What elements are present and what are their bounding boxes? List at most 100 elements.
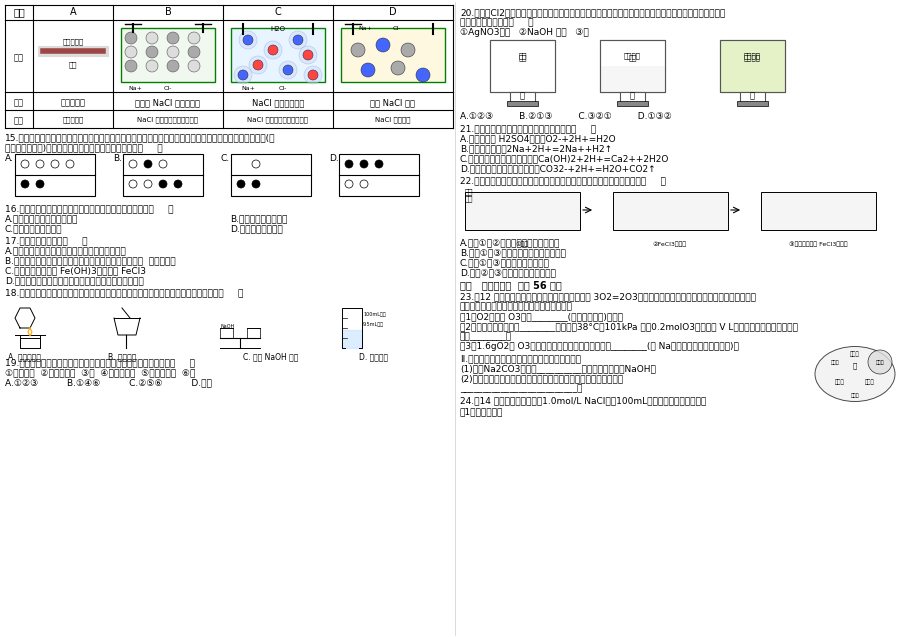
Text: D.碳酸钠溶液中滴加少量盐酸：CO32-+2H+=H2O+CO2↑: D.碳酸钠溶液中滴加少量盐酸：CO32-+2H+=H2O+CO2↑ — [460, 164, 655, 173]
Text: 硫酸钙: 硫酸钙 — [850, 394, 858, 399]
Text: Na+: Na+ — [357, 26, 371, 31]
Circle shape — [36, 180, 44, 188]
Text: 19.盐是一类常见的物质，下列物质通过一定反应可直接形成盐的是（     ）: 19.盐是一类常见的物质，下列物质通过一定反应可直接形成盐的是（ ） — [5, 358, 195, 367]
Text: 选项: 选项 — [13, 7, 25, 17]
Circle shape — [66, 160, 74, 168]
Bar — [506, 101, 538, 106]
Text: NaCl 在水中能导电: NaCl 在水中能导电 — [252, 98, 304, 107]
Text: 浅黄绿色: 浅黄绿色 — [743, 55, 760, 61]
Circle shape — [351, 43, 365, 57]
Circle shape — [308, 70, 318, 80]
Circle shape — [267, 45, 278, 55]
Text: 二、   （非选择题  共计 56 分）: 二、 （非选择题 共计 56 分） — [460, 280, 562, 290]
Text: ①AgNO3溶液   ②NaOH 溶液   ③水: ①AgNO3溶液 ②NaOH 溶液 ③水 — [460, 28, 588, 37]
Text: 氯气: 氯气 — [464, 195, 473, 201]
Bar — [720, 40, 784, 92]
Text: ③向沸水中滴加 FeCl3浓溶液: ③向沸水中滴加 FeCl3浓溶液 — [788, 241, 846, 247]
Circle shape — [359, 180, 368, 188]
Bar — [720, 40, 784, 66]
Circle shape — [167, 32, 179, 44]
Text: D: D — [389, 7, 396, 17]
Circle shape — [401, 43, 414, 57]
Text: D.向豆浆中加入硫酸钙制豆腐，是利用了胶体的聚沉性质: D.向豆浆中加入硫酸钙制豆腐，是利用了胶体的聚沉性质 — [5, 276, 143, 285]
Bar — [509, 92, 535, 104]
Text: A.氧化铜和稀 H2SO4反应：O2-+2H+=H2O: A.氧化铜和稀 H2SO4反应：O2-+2H+=H2O — [460, 134, 615, 143]
Text: 硫酸铜: 硫酸铜 — [864, 379, 874, 385]
Text: 100mL液面: 100mL液面 — [363, 312, 385, 317]
Text: 白色浑浊: 白色浑浊 — [623, 53, 641, 59]
Text: 无色: 无色 — [628, 55, 636, 61]
Text: 18.具备基本的化学实验技能是进行科学探究的基础和保证。下列有关实验操作正确的是（     ）: 18.具备基本的化学实验技能是进行科学探究的基础和保证。下列有关实验操作正确的是… — [5, 288, 244, 297]
Circle shape — [167, 60, 179, 72]
Circle shape — [129, 180, 137, 188]
Text: Cl-: Cl- — [392, 26, 401, 31]
Bar — [338, 154, 418, 196]
Circle shape — [359, 160, 368, 168]
Circle shape — [187, 32, 199, 44]
Bar — [490, 40, 554, 66]
Text: ②FeCl3溶于水: ②FeCl3溶于水 — [652, 241, 686, 247]
Text: （3）1.6gO2和 O3的混合气体中含有氧原子的数目为________(用 Na表示阿伏加德罗常数的值)。: （3）1.6gO2和 O3的混合气体中含有氧原子的数目为________(用 N… — [460, 342, 738, 351]
Bar — [121, 28, 215, 82]
Text: 22.某学生以铁丝和氯气为主要原料进行下列三个实验，下列说法正确的是（     ）: 22.某学生以铁丝和氯气为主要原料进行下列三个实验，下列说法正确的是（ ） — [460, 176, 665, 185]
Text: A.利用丁达尔效应可区分蛋白质溶液与葡萄糖溶液: A.利用丁达尔效应可区分蛋白质溶液与葡萄糖溶液 — [5, 246, 127, 255]
Circle shape — [867, 350, 891, 374]
Circle shape — [129, 160, 137, 168]
Text: D. 量取液体: D. 量取液体 — [358, 352, 388, 361]
Circle shape — [302, 50, 312, 60]
Circle shape — [345, 160, 353, 168]
Text: H2O: H2O — [270, 26, 285, 32]
Bar — [739, 92, 765, 104]
Text: 丙注入的液体分别是（     ）: 丙注入的液体分别是（ ） — [460, 18, 533, 27]
Circle shape — [51, 160, 59, 168]
Text: NaCl 固体中不含阴、阳离子: NaCl 固体中不含阴、阳离子 — [137, 116, 199, 122]
Bar — [15, 154, 95, 196]
Bar — [720, 40, 784, 92]
Text: 结论: 结论 — [14, 116, 24, 125]
Circle shape — [146, 60, 158, 72]
Text: Na+: Na+ — [128, 86, 142, 91]
Text: 9.5mL液体: 9.5mL液体 — [363, 322, 383, 327]
Circle shape — [125, 60, 137, 72]
Circle shape — [360, 63, 375, 77]
Bar — [341, 28, 445, 82]
Text: 铜丝: 铜丝 — [69, 61, 77, 68]
Text: 16.下列各组物质，按混合物、化合物、单质顺序排列的是（     ）: 16.下列各组物质，按混合物、化合物、单质顺序排列的是（ ） — [5, 204, 174, 213]
Text: __________________________；: __________________________； — [460, 384, 582, 393]
Circle shape — [36, 160, 44, 168]
Text: 硫酸钠: 硫酸钠 — [834, 379, 844, 385]
Circle shape — [249, 56, 267, 74]
Bar — [612, 192, 727, 230]
Text: （1）选择仪器。: （1）选择仪器。 — [460, 407, 503, 416]
Circle shape — [278, 61, 297, 79]
Text: D.: D. — [329, 154, 338, 163]
Circle shape — [264, 41, 282, 59]
Text: 避免在阳光强烈照射的中午前后进行户外活动。: 避免在阳光强烈照射的中午前后进行户外活动。 — [460, 302, 573, 311]
Circle shape — [144, 160, 152, 168]
Text: NaCl 是电解质: NaCl 是电解质 — [375, 116, 410, 122]
Circle shape — [159, 180, 167, 188]
Circle shape — [125, 46, 137, 58]
Circle shape — [167, 46, 179, 58]
Text: 21.能正确表示下列化学反应的离子方程式是（     ）: 21.能正确表示下列化学反应的离子方程式是（ ） — [460, 124, 596, 133]
Bar — [720, 66, 784, 92]
Bar — [736, 101, 767, 106]
Circle shape — [21, 180, 29, 188]
Text: B.实验①、③反应制得的物质均为纯净物: B.实验①、③反应制得的物质均为纯净物 — [460, 248, 565, 257]
Circle shape — [233, 66, 252, 84]
Circle shape — [243, 35, 253, 45]
Text: 20.向盛有Cl2的三个集气瓶甲、乙、丙中各注入下列液体中的一种，经过振荡，现象如图所示，则甲、乙、: 20.向盛有Cl2的三个集气瓶甲、乙、丙中各注入下列液体中的一种，经过振荡，现象… — [460, 8, 724, 17]
Circle shape — [253, 60, 263, 70]
Text: 盐: 盐 — [852, 362, 857, 369]
Text: A.大理石、白磷、冰水混合物: A.大理石、白磷、冰水混合物 — [5, 214, 78, 223]
Text: 实验: 实验 — [14, 53, 24, 62]
Text: 实验: 实验 — [14, 98, 24, 107]
Text: 15.下列示意图中，白球代表氢原子，黑球代表氮原子，方框代表容器，容器中间有一个可以上下滑动的隔板(其: 15.下列示意图中，白球代表氢原子，黑球代表氮原子，方框代表容器，容器中间有一个… — [5, 133, 275, 142]
Text: B.: B. — [113, 154, 122, 163]
Text: 熔融 NaCl 导电: 熔融 NaCl 导电 — [370, 98, 415, 107]
Circle shape — [292, 35, 302, 45]
Circle shape — [187, 46, 199, 58]
Text: 导线绝缘层: 导线绝缘层 — [62, 38, 84, 45]
Bar — [123, 154, 203, 196]
Text: C.澄清的石灰水与稀盐酸反应：Ca(OH)2+2H+=Ca2++2H2O: C.澄清的石灰水与稀盐酸反应：Ca(OH)2+2H+=Ca2++2H2O — [460, 154, 669, 163]
